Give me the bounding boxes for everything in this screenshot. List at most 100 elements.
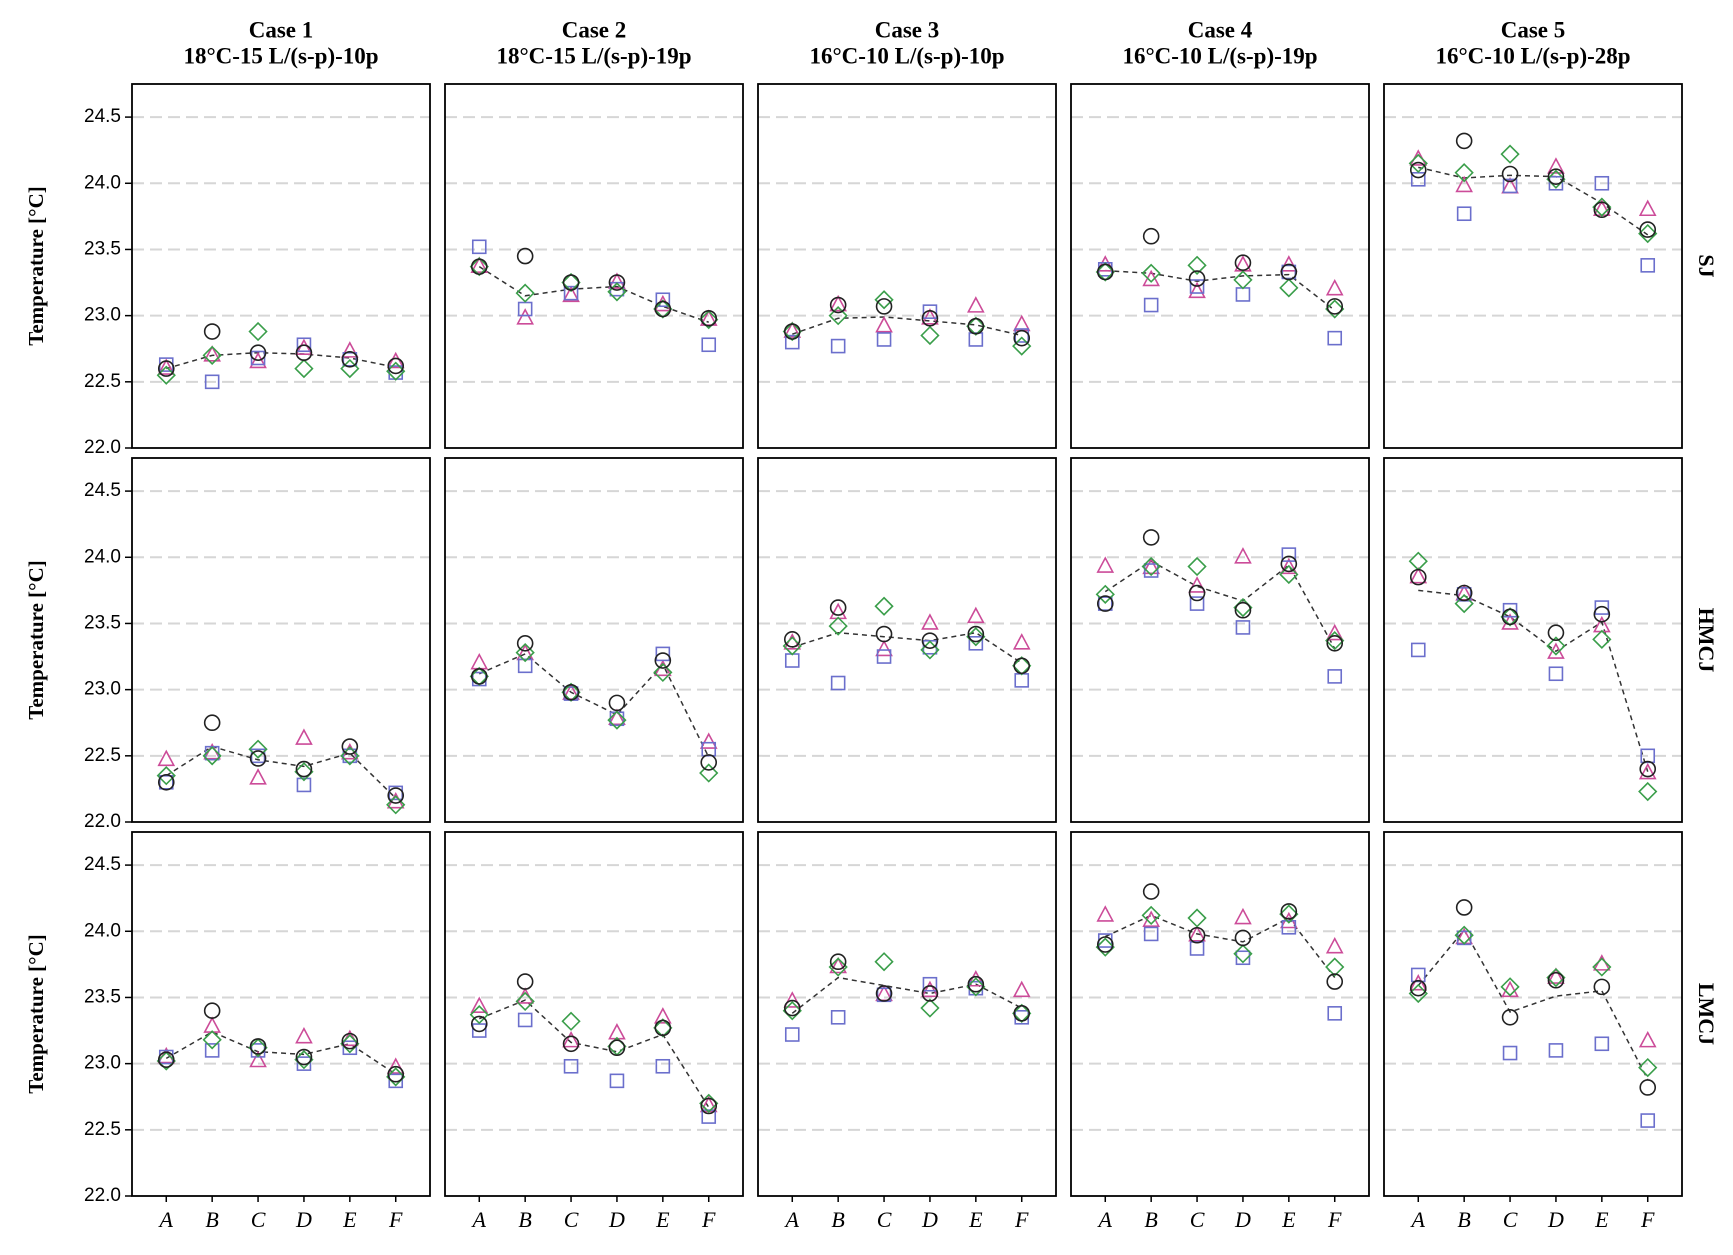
column-title: Case 5	[1501, 17, 1566, 42]
marker-circle	[1639, 1079, 1657, 1096]
marker-square	[830, 338, 846, 354]
marker-circle	[1593, 978, 1611, 996]
marker-diamond	[469, 1005, 489, 1025]
marker-diamond	[1187, 908, 1207, 928]
marker-circle	[921, 985, 939, 1002]
marker-circle	[1326, 298, 1344, 315]
marker-triangle	[470, 256, 489, 273]
marker-diamond	[920, 998, 940, 1018]
marker-diamond	[874, 596, 894, 616]
y-tick-label: 22.5	[84, 745, 121, 766]
marker-diamond	[607, 710, 627, 730]
marker-circle	[829, 599, 847, 616]
marker-diamond	[1141, 263, 1161, 283]
marker-diamond	[966, 316, 986, 336]
marker-circle	[1234, 601, 1252, 619]
marker-diamond	[607, 282, 627, 302]
marker-triangle	[829, 602, 847, 620]
marker-square	[876, 649, 892, 664]
marker-circle	[1501, 608, 1519, 626]
mean-line	[792, 316, 1022, 337]
column-title: Case 4	[1188, 17, 1253, 42]
x-tick-label: D	[1234, 1207, 1251, 1232]
marker-triangle	[1409, 566, 1428, 584]
marker-square	[204, 1043, 220, 1058]
marker-triangle	[875, 316, 893, 333]
marker-circle	[470, 258, 488, 275]
marker-triangle	[1325, 936, 1344, 954]
marker-square	[1235, 620, 1251, 635]
marker-circle	[654, 300, 672, 318]
marker-triangle	[1638, 199, 1657, 217]
marker-diamond	[1408, 153, 1428, 174]
marker-circle	[157, 1051, 175, 1068]
x-tick-label: F	[1640, 1207, 1655, 1232]
marker-triangle	[1455, 175, 1473, 193]
marker-triangle	[1409, 974, 1428, 991]
marker-circle	[157, 773, 175, 791]
marker-circle	[157, 360, 175, 377]
marker-triangle	[470, 652, 489, 670]
marker-circle	[1547, 971, 1565, 989]
marker-circle	[783, 631, 801, 648]
marker-diamond	[386, 795, 406, 815]
x-tick-label: A	[471, 1207, 487, 1232]
marker-circle	[1013, 329, 1031, 347]
x-tick-label: A	[784, 1207, 800, 1232]
marker-diamond	[1279, 278, 1299, 298]
x-tick-label: E	[342, 1207, 357, 1232]
mean-line	[165, 745, 397, 799]
marker-diamond	[920, 640, 940, 660]
marker-triangle	[1096, 556, 1115, 573]
marker-square	[830, 675, 846, 691]
x-tick-label: C	[1503, 1207, 1518, 1232]
column-subtitle: 18°C-15 L/(s-p)-19p	[496, 43, 691, 68]
marker-circle	[516, 973, 534, 990]
marker-circle	[700, 754, 718, 771]
column-title: Case 3	[875, 17, 940, 42]
panel-frame	[444, 83, 744, 449]
x-tick-label: A	[158, 1207, 174, 1232]
y-axis-label: Temperature [°C]	[24, 186, 48, 345]
marker-diamond	[294, 358, 314, 379]
y-tick-label: 23.5	[84, 986, 121, 1007]
marker-triangle	[967, 606, 985, 624]
panel-frame	[1383, 831, 1683, 1197]
marker-triangle	[157, 358, 176, 375]
marker-diamond	[1638, 781, 1658, 802]
marker-square	[1281, 264, 1297, 280]
marker-diamond	[202, 1030, 222, 1050]
marker-circle	[341, 738, 359, 755]
marker-square	[1502, 178, 1518, 194]
marker-triangle	[295, 338, 313, 356]
marker-square	[922, 304, 938, 319]
mean-line	[791, 976, 1023, 1014]
marker-triangle	[295, 1026, 313, 1044]
marker-triangle	[967, 296, 985, 313]
panel-frame	[757, 831, 1057, 1197]
marker-triangle	[967, 970, 985, 987]
row-label: SJ	[1694, 254, 1719, 277]
marker-triangle	[699, 732, 718, 749]
marker-circle	[1188, 926, 1206, 944]
marker-triangle	[157, 749, 176, 767]
x-tick-label: B	[1457, 1207, 1470, 1232]
marker-diamond	[966, 977, 986, 997]
marker-diamond	[699, 309, 719, 330]
marker-triangle	[1142, 557, 1160, 575]
marker-diamond	[874, 952, 894, 972]
y-tick-label: 24.5	[84, 480, 121, 501]
marker-square	[1594, 600, 1610, 615]
marker-circle	[1501, 1009, 1519, 1026]
marker-triangle	[249, 351, 267, 369]
y-tick-label: 23.5	[84, 612, 121, 633]
marker-circle	[1188, 270, 1206, 287]
marker-square	[342, 748, 358, 764]
marker-diamond	[1454, 163, 1474, 183]
marker-diamond	[1408, 983, 1428, 1004]
marker-circle	[249, 1038, 267, 1055]
marker-triangle	[1547, 967, 1565, 984]
marker-diamond	[1233, 270, 1253, 290]
marker-triangle	[1096, 905, 1115, 922]
y-tick-label: 22.0	[84, 437, 121, 458]
